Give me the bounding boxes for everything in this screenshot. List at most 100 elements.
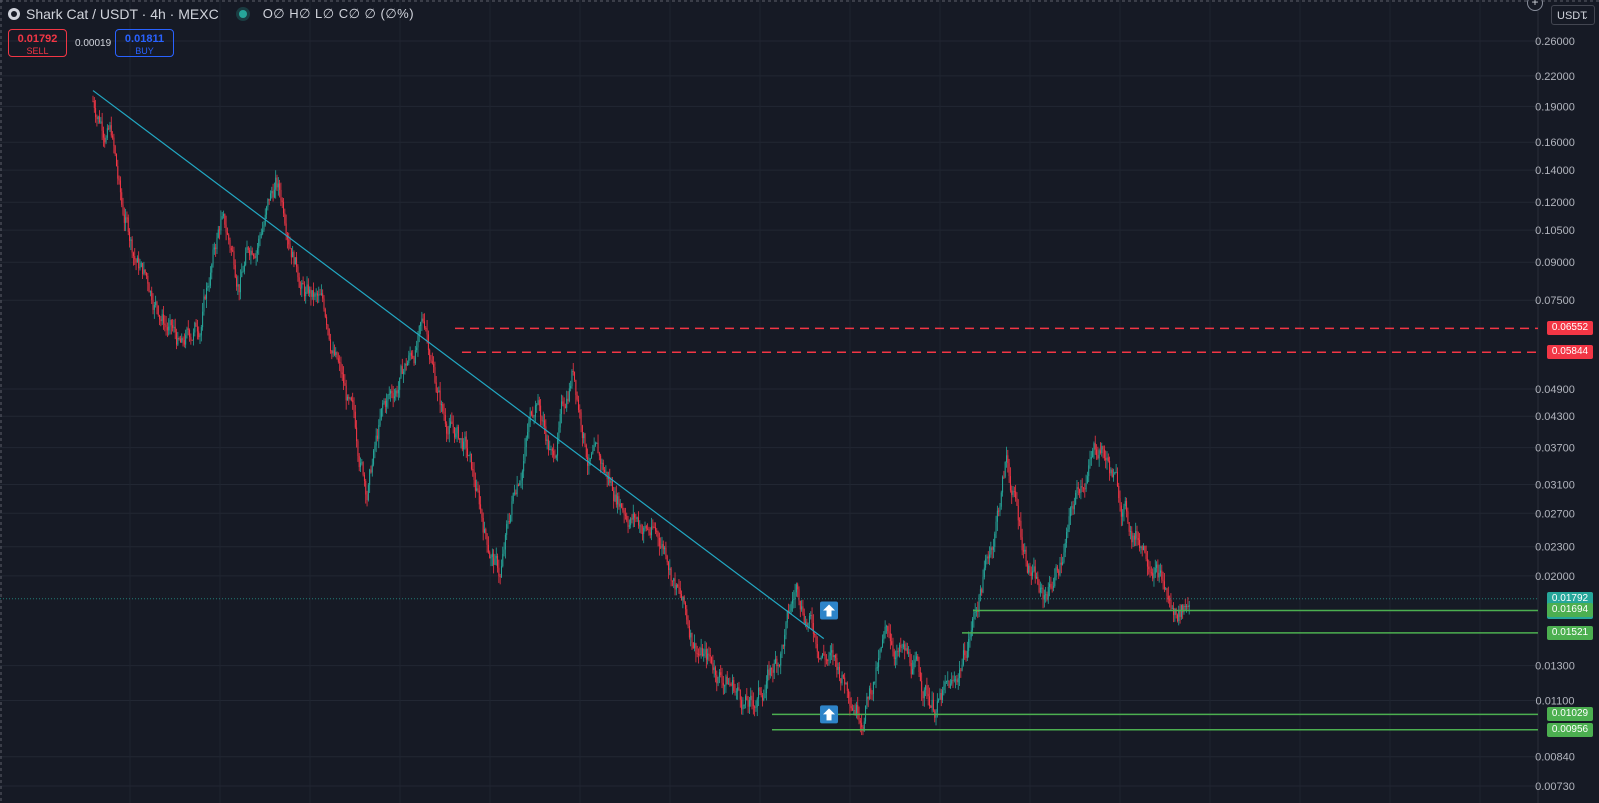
- candle-body: [374, 445, 376, 451]
- candle-body: [991, 547, 993, 550]
- candle-body: [1126, 501, 1128, 512]
- candle-body: [550, 448, 552, 450]
- candle-body: [327, 324, 329, 329]
- candle-body: [1060, 562, 1062, 565]
- candle-body: [199, 335, 201, 337]
- candle-body: [173, 326, 175, 328]
- candle-body: [1036, 576, 1038, 579]
- candle-body: [876, 667, 878, 669]
- candle-body: [1156, 564, 1158, 568]
- candle-body: [500, 566, 502, 577]
- add-plus-icon[interactable]: +: [1527, 0, 1543, 11]
- candle-body: [929, 696, 931, 706]
- currency-selector[interactable]: USDT ⌄: [1551, 5, 1595, 25]
- candle-body: [665, 547, 667, 557]
- candle-body: [927, 693, 929, 697]
- symbol-title[interactable]: Shark Cat / USDT · 4h · MEXC: [26, 6, 219, 22]
- candle-body: [631, 518, 633, 520]
- candle-body: [596, 442, 598, 444]
- candle-body: [273, 189, 275, 198]
- candle-body: [298, 277, 300, 288]
- candle-body: [1122, 512, 1124, 517]
- candle-body: [258, 238, 260, 248]
- candle-body: [135, 259, 137, 263]
- candle-body: [549, 449, 551, 451]
- candle-body: [446, 423, 448, 434]
- candle-body: [1037, 576, 1039, 585]
- candle-body: [232, 250, 234, 252]
- candle-body: [944, 681, 946, 687]
- candle-body: [255, 253, 257, 258]
- candle-body: [1063, 552, 1065, 563]
- candle-body: [519, 483, 521, 486]
- candle-body: [943, 686, 945, 691]
- candle-body: [662, 544, 664, 550]
- candle-body: [871, 693, 873, 695]
- candle-body: [506, 524, 508, 535]
- candle-body: [1103, 449, 1105, 458]
- candle-body: [648, 529, 650, 533]
- candle-body: [1038, 584, 1040, 593]
- candle-body: [649, 532, 651, 536]
- candle-body: [985, 558, 987, 568]
- candle-body: [315, 293, 317, 295]
- candle-body: [461, 438, 463, 450]
- candle-body: [414, 350, 416, 364]
- candle-body: [829, 652, 831, 656]
- y-tick-label: 0.22000: [1535, 71, 1575, 83]
- candle-body: [211, 264, 213, 273]
- candle-body: [503, 549, 505, 554]
- candle-body: [615, 494, 617, 505]
- candle-body: [671, 580, 673, 582]
- candle-body: [922, 691, 924, 699]
- exchange-logo-icon: [8, 8, 20, 20]
- candle-body: [455, 433, 457, 438]
- candle-body: [477, 488, 479, 491]
- candle-body: [974, 611, 976, 613]
- candle-body: [409, 352, 411, 356]
- candle-body: [989, 554, 991, 559]
- candle-body: [206, 287, 208, 299]
- candle-body: [1186, 605, 1188, 607]
- candle-body: [947, 680, 949, 682]
- candle-body: [576, 394, 578, 400]
- candle-body: [820, 657, 822, 659]
- buy-button[interactable]: 0.01811 BUY: [115, 29, 174, 57]
- candle-body: [418, 326, 420, 336]
- sell-button[interactable]: 0.01792 SELL: [8, 29, 67, 57]
- candle-body: [276, 177, 278, 188]
- candle-body: [375, 435, 377, 446]
- candle-body: [684, 602, 686, 610]
- candle-body: [579, 409, 581, 413]
- candle-body: [243, 264, 245, 272]
- candle-body: [146, 272, 148, 276]
- candle-body: [318, 294, 320, 296]
- candle-body: [537, 400, 539, 405]
- candle-body: [391, 390, 393, 394]
- candle-body: [589, 458, 591, 462]
- y-tick-label: 0.03100: [1535, 479, 1575, 491]
- candle-body: [917, 656, 919, 661]
- candle-body: [752, 700, 754, 707]
- trendline: [92, 90, 825, 640]
- chevron-down-icon: ⌄: [1581, 11, 1589, 21]
- y-tick-label: 0.04900: [1535, 384, 1575, 396]
- candle-body: [456, 426, 458, 434]
- candle-body: [1004, 462, 1006, 477]
- candle-body: [912, 669, 914, 675]
- candle-body: [460, 438, 462, 440]
- resistance-price-label: 0.05844: [1547, 345, 1593, 360]
- candle-body: [825, 659, 827, 661]
- candle-body: [575, 380, 577, 395]
- candle-body: [246, 247, 248, 253]
- candle-body: [484, 529, 485, 533]
- candle-body: [174, 326, 176, 333]
- y-tick-label: 0.10500: [1535, 225, 1575, 237]
- candle-body: [593, 445, 595, 452]
- y-tick-label: 0.03700: [1535, 443, 1575, 455]
- candle-body: [382, 403, 384, 409]
- candle-body: [547, 439, 549, 450]
- candle-body: [1045, 594, 1047, 596]
